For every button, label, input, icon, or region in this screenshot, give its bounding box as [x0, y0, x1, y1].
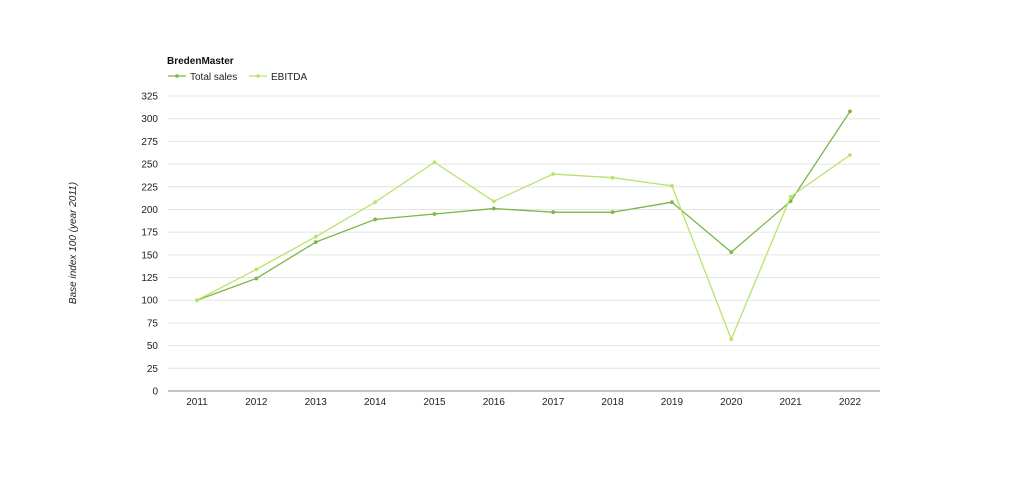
data-point[interactable] [610, 210, 615, 215]
data-point[interactable] [373, 217, 377, 222]
data-point[interactable] [788, 194, 793, 199]
x-tick-label: 2022 [839, 397, 862, 408]
data-point[interactable] [670, 200, 674, 205]
data-point[interactable] [313, 234, 318, 239]
data-point[interactable] [670, 183, 674, 188]
x-tick-label: 2014 [364, 397, 387, 408]
y-tick-label: 175 [141, 228, 158, 239]
legend-swatch-dot [175, 74, 179, 78]
y-tick-label: 0 [152, 387, 158, 398]
series-total-sales [195, 109, 852, 303]
data-point[interactable] [254, 276, 259, 281]
x-tick-label: 2011 [186, 397, 208, 408]
y-tick-label: 50 [147, 341, 159, 352]
data-point[interactable] [432, 212, 437, 216]
x-tick-label: 2018 [601, 397, 624, 408]
y-axis-ticks: 0 25 50 75 100 125 150 175 200 225 250 275 300 325 [141, 92, 158, 398]
legend: BredenMaster Total sales EBITDA [167, 56, 307, 83]
gridlines [168, 95, 880, 392]
legend-label-total-sales: Total sales [190, 72, 237, 83]
data-point[interactable] [313, 240, 318, 245]
legend-label-ebitda: EBITDA [271, 72, 307, 83]
y-tick-label: 300 [141, 114, 158, 125]
y-tick-label: 125 [141, 273, 158, 284]
data-point[interactable] [432, 160, 437, 165]
y-tick-label: 225 [141, 182, 158, 193]
series-line [196, 111, 851, 301]
chart-title: BredenMaster [167, 56, 234, 67]
y-tick-label: 250 [141, 160, 158, 171]
y-tick-label: 200 [141, 205, 158, 216]
data-point[interactable] [195, 298, 199, 303]
y-tick-label: 75 [147, 318, 159, 329]
x-tick-label: 2017 [542, 397, 565, 408]
y-tick-label: 25 [147, 364, 159, 375]
x-tick-label: 2013 [305, 397, 328, 408]
legend-item-ebitda[interactable]: EBITDA [249, 72, 307, 83]
y-tick-label: 150 [141, 250, 158, 261]
y-tick-label: 275 [141, 137, 158, 148]
series-layer [195, 109, 852, 342]
series-line [196, 154, 851, 340]
data-point[interactable] [373, 200, 377, 205]
legend-swatch-dot [256, 74, 260, 78]
data-point[interactable] [729, 250, 734, 255]
legend-item-total-sales[interactable]: Total sales [168, 72, 237, 83]
y-tick-label: 100 [141, 296, 158, 307]
data-point[interactable] [551, 210, 556, 215]
data-point[interactable] [610, 175, 615, 180]
x-tick-label: 2012 [245, 397, 268, 408]
data-point[interactable] [254, 267, 259, 272]
data-point[interactable] [491, 206, 496, 211]
data-point[interactable] [491, 199, 496, 204]
x-tick-label: 2020 [720, 397, 743, 408]
x-axis-ticks: 2011 2012 2013 2014 2015 2016 2017 2018 2019 2020… [186, 397, 861, 408]
x-tick-label: 2019 [661, 397, 684, 408]
data-point[interactable] [848, 153, 852, 157]
data-point[interactable] [551, 172, 556, 176]
x-tick-label: 2021 [780, 397, 803, 408]
y-tick-label: 325 [141, 92, 158, 103]
series-ebitda [195, 153, 852, 342]
x-tick-label: 2016 [483, 397, 506, 408]
x-tick-label: 2015 [423, 397, 446, 408]
y-axis-title: Base index 100 (year 2011) [68, 182, 79, 304]
data-point[interactable] [729, 337, 734, 342]
data-point[interactable] [848, 109, 852, 114]
